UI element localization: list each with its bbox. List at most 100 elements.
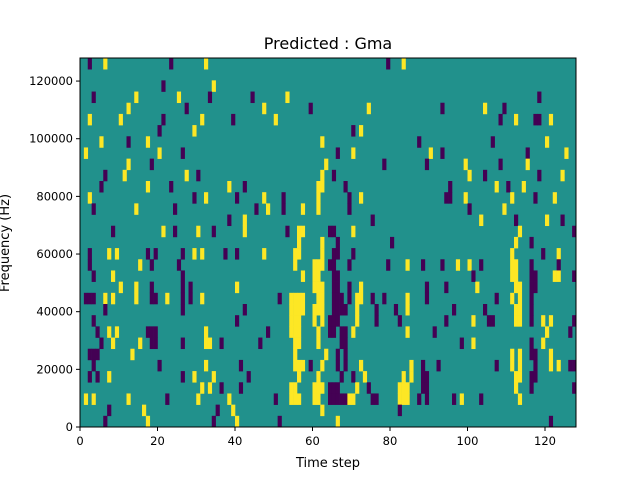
heatmap-cell-high	[107, 326, 112, 338]
heatmap-cell-high	[285, 91, 290, 104]
heatmap-cell-low	[467, 203, 472, 215]
heatmap-cell-high	[297, 326, 302, 338]
heatmap-cell-low	[91, 203, 96, 215]
heatmap-cell-high	[366, 102, 371, 115]
heatmap-cell-high	[514, 304, 519, 316]
heatmap-cell-high	[273, 113, 278, 126]
heatmap-cell-high	[184, 169, 189, 182]
y-tick-label: 100000	[29, 132, 73, 146]
x-tick-label: 100	[457, 434, 479, 448]
heatmap-cell-low	[343, 393, 348, 405]
heatmap-cell-low	[417, 136, 422, 148]
heatmap-cell-low	[173, 225, 178, 238]
heatmap-cell-low	[103, 415, 108, 428]
y-tick-label: 60000	[36, 247, 73, 261]
heatmap-cell-low	[83, 292, 89, 305]
y-tick-label: 40000	[36, 305, 73, 319]
heatmap-cell-high	[87, 113, 92, 126]
heatmap-cell-high	[111, 337, 116, 350]
heatmap-cell-high	[293, 337, 298, 350]
heatmap-cell-high	[525, 158, 530, 171]
heatmap-cell-low	[533, 348, 538, 361]
heatmap-cell-high	[312, 304, 317, 316]
heatmap-cell-high	[324, 158, 329, 171]
heatmap-cell-low	[328, 225, 333, 238]
heatmap-cell-low	[242, 181, 247, 193]
heatmap-cell-high	[126, 102, 131, 115]
heatmap-cell-high	[192, 125, 197, 137]
heatmap-cell-low	[331, 315, 337, 327]
heatmap-cell-low	[87, 58, 92, 70]
heatmap-background-cells	[80, 58, 576, 427]
heatmap-cell-high	[297, 248, 302, 260]
heatmap-cell-low	[335, 382, 340, 394]
heatmap-cell-high	[320, 136, 325, 148]
heatmap-cell-low	[421, 371, 426, 383]
heatmap-cell-low	[308, 102, 313, 115]
heatmap-cell-low	[149, 337, 154, 350]
heatmap-cell-high	[316, 192, 321, 204]
heatmap-cell-low	[328, 315, 333, 327]
heatmap-cell-high	[293, 259, 298, 271]
heatmap-cell-high	[351, 225, 356, 238]
heatmap-cell-low	[126, 136, 131, 148]
heatmap-cell-high	[161, 225, 166, 238]
heatmap-cell-low	[432, 326, 437, 338]
heatmap-cell-high	[548, 359, 554, 372]
heatmap-cell-high	[297, 225, 302, 238]
heatmap-cell-high	[517, 359, 523, 372]
heatmap-cell-low	[533, 359, 538, 372]
heatmap-cell-high	[428, 147, 433, 159]
heatmap-cell-low	[238, 382, 244, 394]
heatmap-cell-high	[355, 292, 360, 305]
heatmap-cell-low	[149, 292, 154, 305]
heatmap-cell-high	[107, 248, 112, 260]
heatmap-cell-high	[510, 270, 515, 282]
heatmap-cell-high	[355, 304, 360, 316]
heatmap-cell-low	[331, 225, 337, 238]
heatmap-cell-high	[297, 304, 302, 316]
heatmap-cell-low	[529, 259, 534, 271]
heatmap-cell-low	[231, 113, 236, 126]
heatmap-cell-low	[335, 147, 340, 159]
heatmap-cell-low	[436, 359, 441, 372]
heatmap-cell-low	[176, 259, 182, 271]
heatmap-cell-high	[297, 315, 302, 327]
heatmap-cell-high	[517, 393, 523, 405]
heatmap-cell-high	[200, 248, 205, 260]
heatmap-cell-high	[475, 281, 480, 294]
heatmap-cell-low	[335, 359, 340, 372]
heatmap-cell-high	[134, 292, 139, 305]
heatmap-cell-low	[370, 214, 375, 227]
heatmap-cell-low	[440, 147, 445, 159]
heatmap-cell-high	[231, 404, 236, 417]
heatmap-cell-high	[300, 203, 306, 215]
heatmap-cell-high	[401, 382, 406, 394]
heatmap-cell-high	[293, 359, 298, 372]
heatmap-cell-low	[180, 248, 185, 260]
heatmap-cell-low	[424, 371, 430, 383]
heatmap-cell-high	[510, 292, 515, 305]
heatmap-cell-high	[316, 270, 321, 282]
heatmap-cell-low	[370, 393, 375, 405]
heatmap-cell-low	[452, 393, 457, 405]
heatmap-cell-low	[347, 259, 352, 271]
heatmap-cell-low	[366, 382, 371, 394]
heatmap-cell-low	[207, 91, 213, 104]
heatmap-cell-low	[452, 304, 457, 316]
heatmap-cell-low	[331, 270, 337, 282]
heatmap-cell-high	[552, 270, 557, 282]
y-axis: 0 20000 40000 60000 80000 100000 120000	[29, 74, 80, 434]
heatmap-cell-low	[568, 359, 573, 372]
heatmap-cell-high	[405, 393, 410, 405]
heatmap-cell-high	[359, 281, 364, 294]
heatmap-cell-low	[440, 102, 445, 115]
heatmap-cell-low	[339, 393, 344, 405]
heatmap-cell-low	[556, 259, 561, 271]
heatmap-cell-high	[312, 270, 317, 282]
heatmap-cell-low	[277, 292, 282, 305]
heatmap-cell-high	[211, 371, 216, 383]
heatmap-cell-high	[514, 382, 519, 394]
y-axis-label: Frequency (Hz)	[0, 194, 13, 292]
heatmap-cell-low	[328, 326, 333, 338]
